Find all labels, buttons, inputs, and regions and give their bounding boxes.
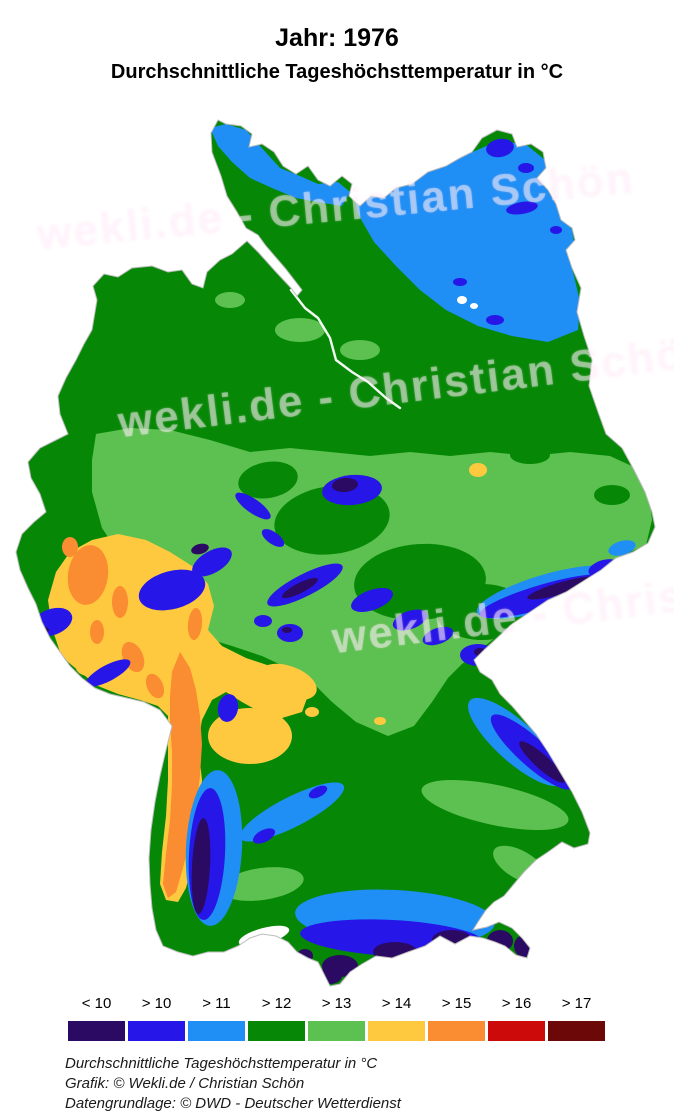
region-upper-rhine-graben [163, 652, 202, 898]
temperature-legend: < 10 > 10 > 11 > 12 > 13 > 14 > 15 > 16 … [68, 995, 605, 1041]
germany-map-svg [15, 119, 656, 987]
region-odenwald [217, 694, 239, 722]
region-bayerischer-wald-summit [519, 741, 565, 783]
caption: Durchschnittliche Tageshöchsttemperatur … [65, 1054, 401, 1114]
region-neckar-yellow [208, 708, 292, 764]
legend-swatch [68, 1021, 125, 1041]
legend-swatch [548, 1021, 605, 1041]
germany-temperature-map: wekli.de - Christian Schön wekli.de - Ch… [0, 100, 674, 995]
region-weserbergland [261, 529, 285, 547]
region-bodensee-shore [220, 867, 304, 901]
region-vogtland [422, 626, 454, 646]
page-title: Jahr: 1976 [275, 24, 399, 52]
region-berchtesgaden [514, 935, 534, 957]
region-baltic-coast [352, 140, 580, 342]
legend-label: > 12 [261, 995, 292, 1012]
region-orange-spot [90, 620, 104, 644]
legend-item-gt15: > 15 [428, 995, 485, 1041]
region-nahe-orange [145, 673, 165, 699]
region-east-yellow-dot [469, 463, 487, 477]
page-subtitle: Durchschnittliche Tageshöchsttemperatur … [110, 61, 564, 83]
caption-credit: Grafik: © Wekli.de / Christian Schön [65, 1075, 305, 1092]
region-ruegen [486, 138, 514, 158]
legend-label: > 16 [501, 995, 532, 1012]
legend-label: > 11 [202, 995, 231, 1012]
legend-item-gt12: > 12 [248, 995, 305, 1041]
legend-swatch [428, 1021, 485, 1041]
region-lightgreen-patch [275, 318, 325, 342]
elbe-river [289, 288, 402, 410]
region-rhoen [277, 624, 303, 642]
region-alb-ridge [308, 785, 328, 799]
region-allgaeu [318, 968, 342, 984]
region-alpen-summit [373, 942, 417, 962]
legend-item-gt17: > 17 [548, 995, 605, 1041]
region-mecklenburg-blue-spot [486, 315, 504, 325]
legend-label: > 10 [141, 995, 172, 1012]
caption-metric: Durchschnittliche Tageshöchsttemperatur … [65, 1055, 378, 1072]
legend-item-gt13: > 13 [308, 995, 365, 1041]
region-usedom [550, 226, 562, 234]
region-cologne-orange [67, 545, 109, 605]
region-darkgreen-patch [510, 446, 550, 464]
legend-item-lt10: < 10 [68, 995, 125, 1041]
legend-swatch [368, 1021, 425, 1041]
legend-label: > 13 [321, 995, 352, 1012]
region-darkgreen-patch [594, 485, 630, 505]
region-alb-ridge [252, 828, 276, 844]
region-franconia-yellow-dot [374, 717, 386, 725]
legend-item-gt14: > 14 [368, 995, 425, 1041]
region-usedom [506, 201, 538, 215]
region-hesse-hills [238, 461, 298, 499]
region-harz-summit [332, 477, 358, 493]
region-danube-valley [421, 779, 569, 831]
legend-swatch [248, 1021, 305, 1041]
region-rothaargebirge [192, 547, 232, 577]
caption-datasource: Datengrundlage: © DWD - Deutscher Wetter… [65, 1095, 401, 1112]
legend-swatch [488, 1021, 545, 1041]
legend-swatch [128, 1021, 185, 1041]
region-lusatian-ridge [608, 540, 636, 556]
region-mecklenburg-blue-spot [453, 278, 467, 286]
header: Jahr: 1976 Durchschnittliche Tageshöchst… [0, 24, 674, 84]
region-vogelsberg [254, 615, 272, 627]
legend-item-gt16: > 16 [488, 995, 545, 1041]
mueritz-lake [470, 303, 478, 309]
region-ruegen [518, 163, 534, 173]
legend-item-gt10: > 10 [128, 995, 185, 1041]
legend-label: > 15 [441, 995, 472, 1012]
region-sauerland [138, 569, 206, 611]
region-schwarzwald-summit [191, 818, 211, 914]
region-elbsandstein [582, 581, 602, 595]
region-bonn-orange [187, 608, 203, 640]
legend-label: < 10 [81, 995, 112, 1012]
region-rhoen-summit [282, 627, 292, 633]
region-lightgreen-patch [215, 292, 245, 308]
region-lightgreen-patch [340, 340, 380, 360]
region-alpen-summit [432, 930, 472, 950]
region-frankenwald [351, 587, 393, 613]
mueritz-lake [457, 296, 467, 304]
legend-item-gt11: > 11 [188, 995, 245, 1041]
region-main-yellow [259, 663, 317, 701]
legend-swatch [308, 1021, 365, 1041]
region-vogtland [392, 609, 428, 631]
legend-label: > 14 [381, 995, 412, 1012]
germany-border-outline [15, 119, 656, 987]
legend-label: > 17 [561, 995, 592, 1012]
region-weserbergland [235, 492, 271, 520]
legend-swatch [188, 1021, 245, 1041]
region-hunsrueck [85, 659, 131, 687]
region-erzgebirge-summit [527, 576, 597, 600]
region-rothaar-summit [191, 543, 209, 555]
region-orange-spot [62, 537, 78, 557]
region-orange-spot [112, 586, 128, 618]
region-franconia-yellow-dot [305, 707, 319, 717]
region-northsea-coast [210, 124, 350, 206]
region-thueringer-wald-summit [282, 577, 318, 599]
